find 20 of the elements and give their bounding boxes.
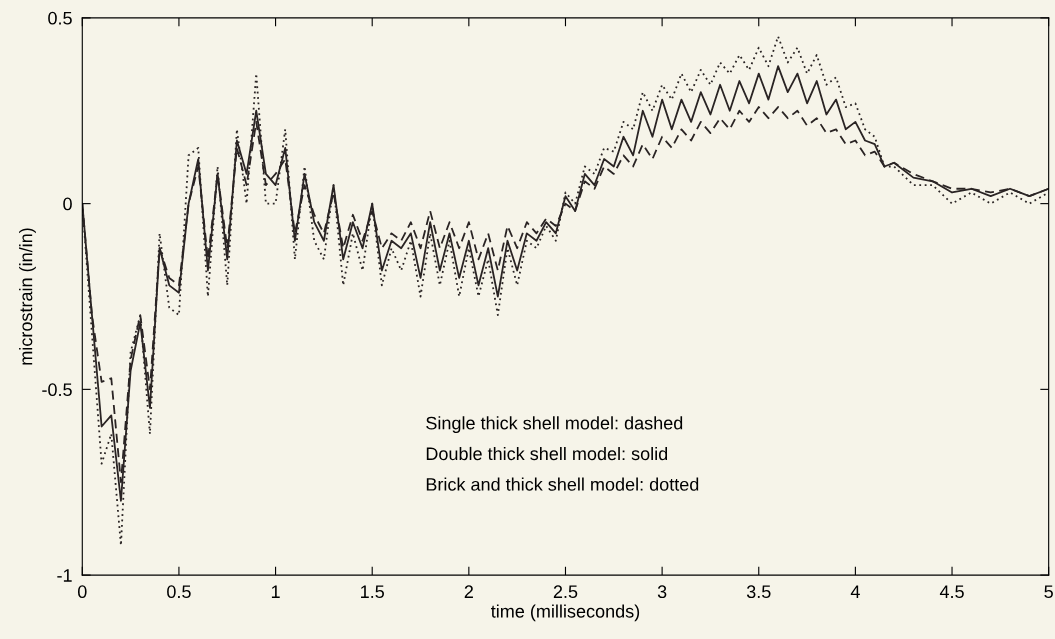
x-tick-label: 0.5 <box>167 585 191 599</box>
annotation: Double thick shell model: solid <box>426 446 668 461</box>
x-tick-label: 3.5 <box>746 585 771 599</box>
y-tick-label: -0.5 <box>42 383 72 397</box>
x-tick-label: 0 <box>77 585 87 599</box>
x-tick-label: 4.5 <box>939 585 964 599</box>
annotation: Brick and thick shell model: dotted <box>426 477 699 491</box>
x-tick-label: 5 <box>1044 585 1053 599</box>
x-axis-title: time (milliseconds) <box>491 604 640 622</box>
x-tick-label: 2 <box>464 585 473 598</box>
x-tick-label: 3 <box>657 585 667 599</box>
y-tick-label: -1 <box>57 569 72 582</box>
x-tick-label: 2.5 <box>553 585 578 599</box>
annotation: Single thick shell model: dashed <box>426 416 683 434</box>
x-tick-label: 1.5 <box>361 585 384 599</box>
x-tick-label: 4 <box>850 585 860 598</box>
y-tick-label: 0.5 <box>48 11 72 25</box>
y-tick-label: 0 <box>63 197 72 211</box>
x-tick-label: 1 <box>271 585 280 598</box>
y-axis-title: microstrain (in/in) <box>19 228 36 365</box>
